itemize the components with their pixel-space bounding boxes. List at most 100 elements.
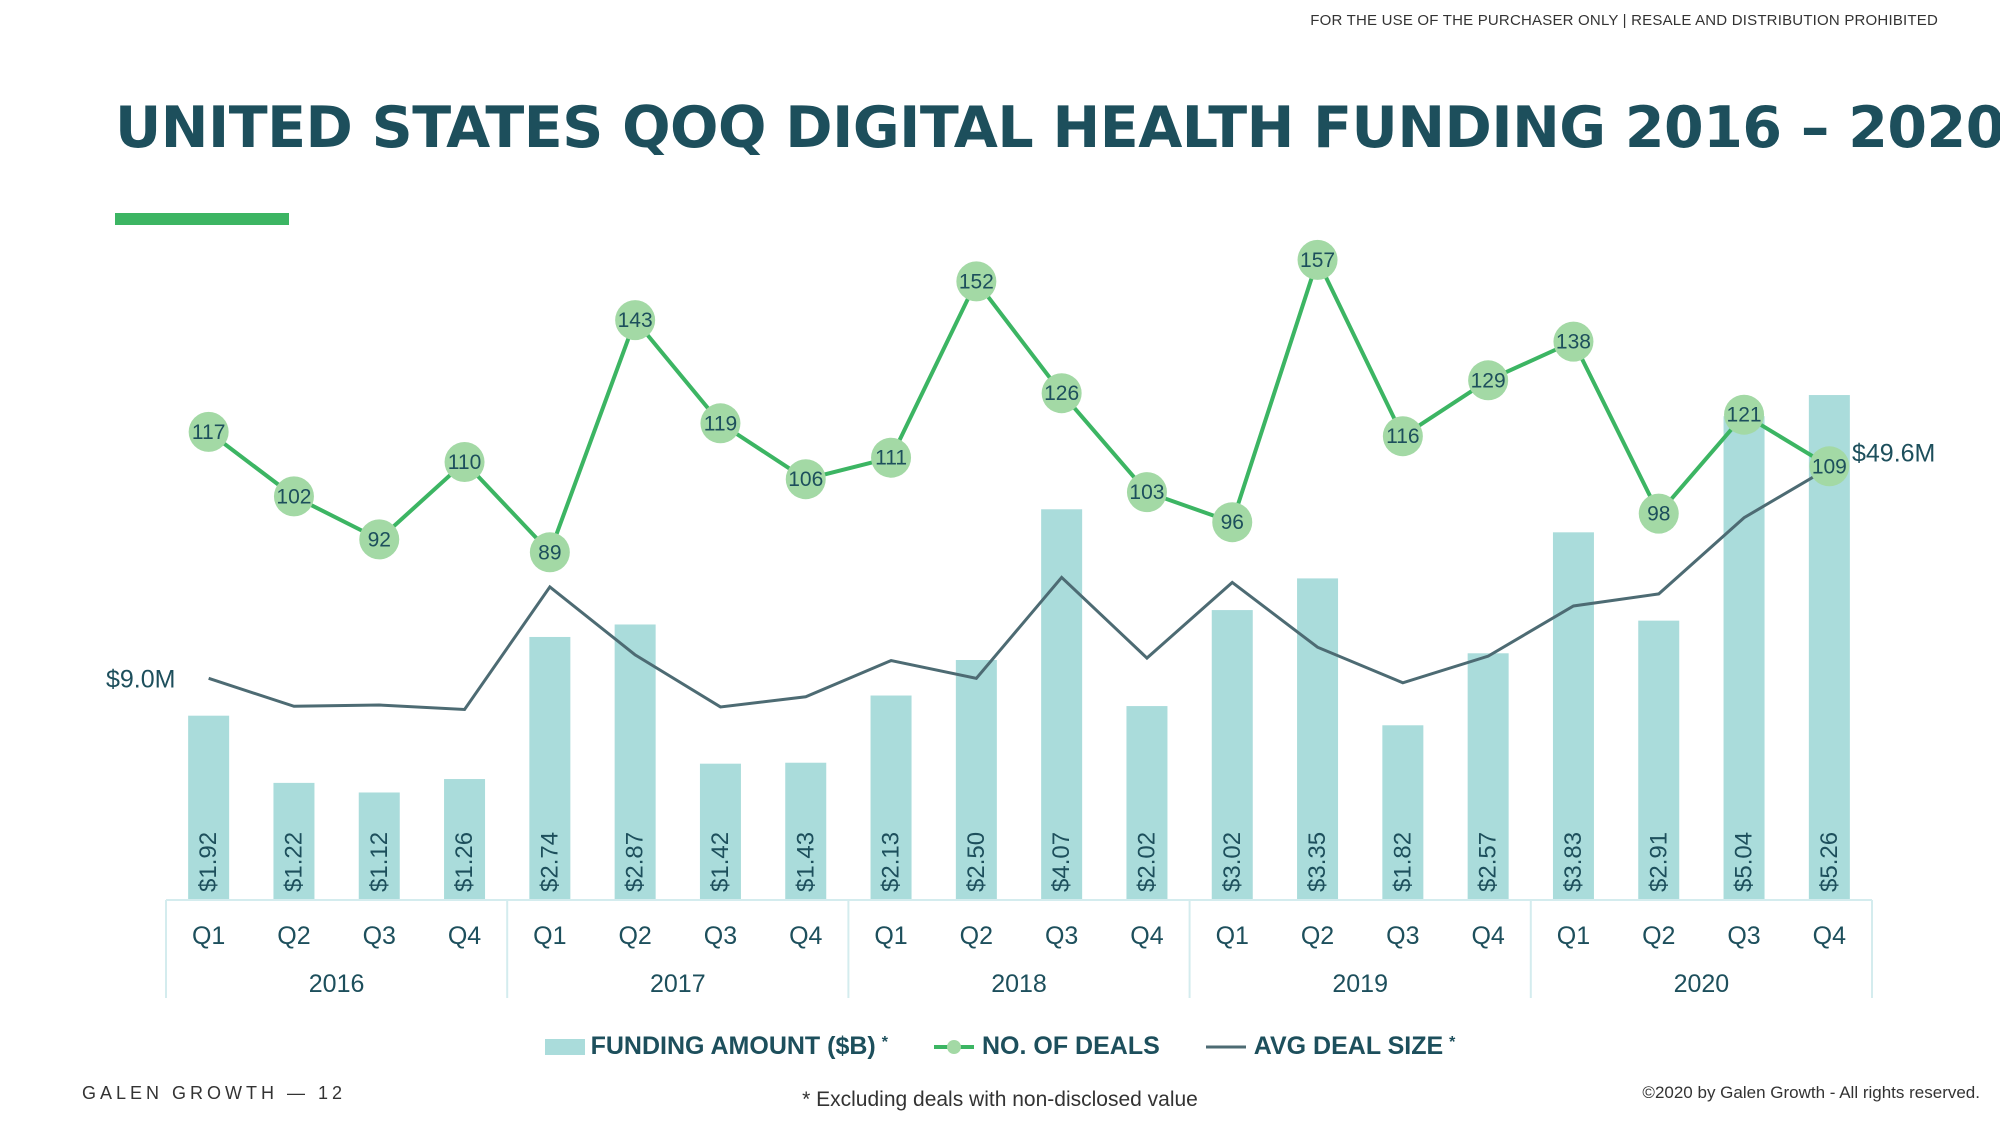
deals-value-label: 157	[1300, 249, 1335, 272]
deals-value-label: 129	[1471, 369, 1506, 392]
deals-marker	[1809, 446, 1850, 487]
funding-bar	[444, 779, 486, 900]
x-tick-quarter: Q1	[874, 922, 907, 950]
avg-start-label: $9.0M	[106, 665, 175, 693]
funding-bar	[870, 695, 912, 900]
x-tick-quarter: Q1	[192, 922, 225, 950]
x-tick-quarter: Q3	[1386, 922, 1419, 950]
deals-marker	[785, 459, 826, 500]
footnote: * Excluding deals with non-disclosed val…	[802, 1088, 1198, 1111]
funding-bar	[1723, 416, 1765, 900]
funding-value-label: $5.04	[1731, 832, 1758, 892]
legend-deals-swatch	[933, 1039, 974, 1054]
x-tick-year: 2019	[1332, 970, 1388, 998]
deals-value-label: 92	[368, 528, 391, 551]
legend-funding-label: FUNDING AMOUNT ($B)	[590, 1032, 876, 1060]
x-tick-year: 2016	[309, 970, 365, 998]
deals-value-label: 117	[192, 421, 225, 444]
funding-value-label: $1.26	[451, 832, 478, 892]
x-tick-quarter: Q2	[277, 922, 310, 950]
deals-value-label: 106	[788, 468, 823, 491]
funding-bar	[1126, 706, 1168, 900]
avg-deal-size-line	[208, 466, 1831, 712]
x-tick-year: 2017	[650, 970, 706, 998]
funding-bar	[699, 763, 741, 900]
funding-value-label: $2.13	[878, 832, 905, 892]
x-tick-quarter: Q4	[1130, 922, 1163, 950]
funding-value-label: $3.83	[1560, 832, 1587, 892]
legend-funding: FUNDING AMOUNT ($B) *	[544, 1032, 888, 1061]
x-tick-quarter: Q1	[533, 922, 566, 950]
funding-value-label: $1.92	[195, 832, 222, 892]
deals-value-label: 110	[448, 451, 481, 474]
legend-funding-asterisk: *	[881, 1033, 888, 1051]
funding-value-label: $1.82	[1389, 832, 1416, 892]
funding-bar	[614, 624, 656, 900]
funding-value-label: $2.57	[1475, 832, 1502, 892]
deals-value-label: 138	[1556, 331, 1591, 354]
funding-bar	[1382, 725, 1424, 900]
x-tick-quarter: Q4	[1471, 922, 1504, 950]
legend-deals-label: NO. OF DEALS	[981, 1032, 1160, 1060]
deals-marker	[1638, 493, 1679, 534]
deals-marker	[1553, 321, 1594, 362]
deals-value-label: 126	[1044, 382, 1079, 405]
x-tick-quarter: Q3	[704, 922, 737, 950]
deals-marker	[1212, 502, 1253, 543]
funding-bar	[1467, 653, 1509, 900]
deals-marker	[1468, 360, 1509, 401]
funding-value-label: $3.02	[1219, 832, 1246, 892]
funding-value-label: $4.07	[1048, 832, 1075, 892]
funding-value-label: $1.12	[366, 832, 393, 892]
funding-bar	[955, 660, 997, 900]
funding-bar	[358, 792, 400, 900]
deals-marker	[1297, 239, 1338, 280]
deals-marker	[444, 442, 485, 482]
brand-page-number: GALEN GROWTH — 12	[82, 1083, 347, 1103]
x-tick-quarter: Q3	[1727, 922, 1760, 950]
deals-value-label: 98	[1647, 503, 1670, 526]
deals-marker	[529, 532, 570, 573]
funding-value-label: $1.42	[707, 832, 734, 892]
x-tick-quarter: Q2	[618, 922, 651, 950]
legend-avg-label: AVG DEAL SIZE	[1253, 1032, 1444, 1060]
x-tick-quarter: Q4	[448, 922, 481, 950]
funding-bar	[1297, 578, 1339, 900]
funding-bar	[1552, 532, 1594, 900]
funding-bar	[273, 782, 315, 900]
funding-bar	[785, 762, 827, 900]
deals-value-label: 111	[875, 447, 907, 470]
x-tick-quarter: Q2	[1301, 922, 1334, 950]
deals-value-label: 103	[1129, 481, 1164, 504]
legend-avg-asterisk: *	[1449, 1033, 1456, 1051]
funding-bar	[1041, 509, 1083, 900]
deals-marker	[700, 403, 741, 444]
x-tick-year: 2018	[991, 970, 1047, 998]
title-accent-bar	[115, 213, 289, 225]
funding-value-label: $2.87	[622, 832, 649, 892]
x-tick-quarter: Q3	[363, 922, 396, 950]
deals-marker	[1382, 416, 1423, 457]
deals-value-label: 121	[1727, 404, 1762, 427]
deals-marker	[1126, 472, 1167, 513]
x-tick-quarter: Q4	[1813, 922, 1846, 950]
disclaimer-text: FOR THE USE OF THE PURCHASER ONLY | RESA…	[1310, 12, 1938, 29]
deals-value-label: 109	[1812, 455, 1847, 478]
copyright-text: ©2020 by Galen Growth - All rights reser…	[1642, 1083, 1980, 1102]
deals-value-label: 152	[959, 270, 994, 293]
deals-marker	[615, 300, 656, 341]
deals-line	[207, 254, 1831, 557]
funding-bar	[1211, 610, 1253, 900]
legend-bar-swatch	[544, 1038, 585, 1055]
x-tick-year: 2020	[1674, 970, 1730, 998]
deals-marker	[188, 411, 229, 452]
deals-value-label: 96	[1221, 511, 1244, 534]
funding-bar	[188, 715, 230, 900]
funding-value-label: $2.50	[963, 832, 990, 892]
funding-value-label: $5.26	[1816, 832, 1843, 892]
legend-avg-swatch	[1205, 1045, 1246, 1048]
deals-value-label: 143	[618, 309, 653, 332]
deals-marker	[1724, 394, 1765, 435]
x-tick-quarter: Q1	[1557, 922, 1590, 950]
